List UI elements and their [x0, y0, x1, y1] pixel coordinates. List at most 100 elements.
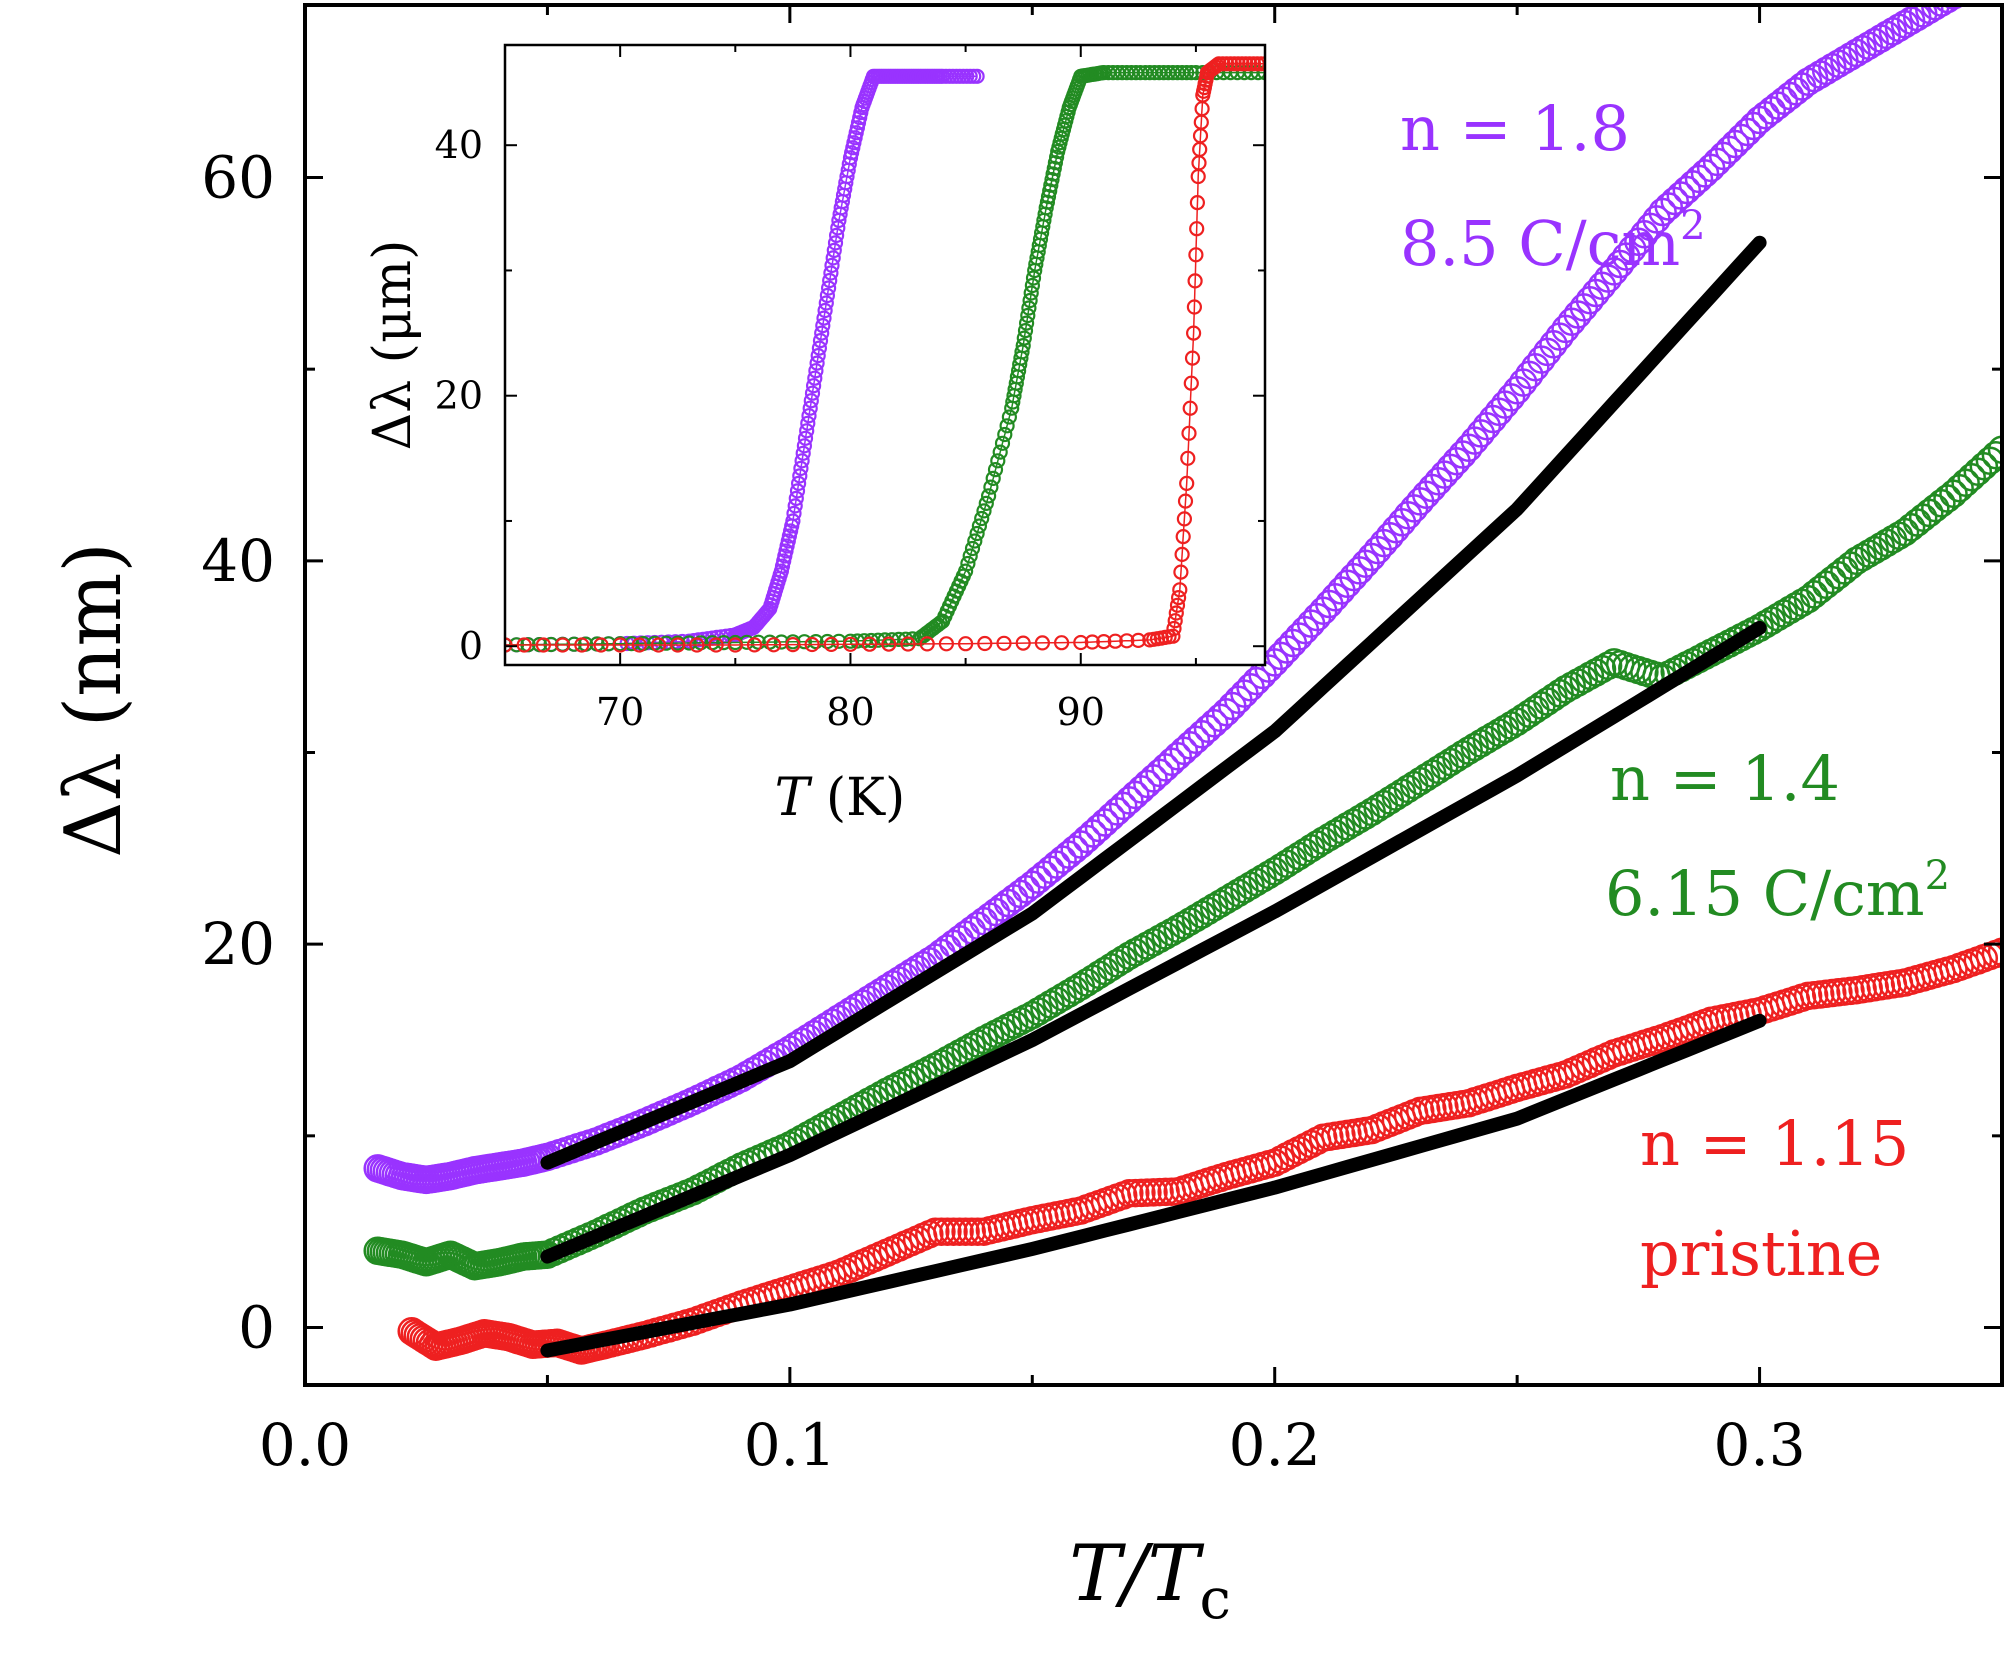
main-series-2-point	[927, 1217, 956, 1246]
inset-series-0-point	[810, 348, 826, 364]
annotation-n-purple: n = 1.8	[1400, 92, 1630, 165]
inset-series-1-point	[1018, 315, 1035, 331]
inset-series-2-point	[1189, 221, 1205, 237]
inset-series-2-point	[804, 636, 820, 653]
inset-series-1-point	[1257, 65, 1265, 81]
inset-series-0-point	[822, 272, 838, 289]
inset-series-0-point	[787, 498, 803, 514]
inset-series-2-point	[535, 637, 552, 653]
inset-series-1-point	[1047, 155, 1064, 171]
inset-series-0-point	[841, 156, 857, 172]
inset-series-0-point	[794, 453, 810, 469]
inset-series-2-point	[1165, 628, 1181, 644]
inset-series-1-point	[566, 636, 582, 652]
inset-series-2-point	[1119, 633, 1135, 649]
inset-series-1-point	[1040, 189, 1057, 205]
annotation-n-green: n = 1.4	[1610, 742, 1840, 815]
inset-series-1-point	[819, 633, 836, 650]
inset-series-2-point	[1169, 597, 1186, 613]
inset-series-1-point	[658, 635, 674, 651]
inset-plot: 70 80 90 0 20 40 T (K) Δλ (μm)	[363, 43, 1267, 828]
inset-series-2-point	[650, 637, 667, 653]
inset-series-1-point	[808, 633, 824, 650]
inset-series-1-point	[971, 518, 988, 534]
inset-series-1-point	[1014, 344, 1030, 360]
annotation-green: n = 1.4 6.15 C/cm2	[1605, 742, 1950, 930]
inset-series-1-point	[1039, 194, 1056, 210]
inset-series-1-point	[992, 444, 1008, 460]
inset-series-0-point	[818, 295, 834, 311]
annotation-purple: n = 1.8 8.5 C/cm2	[1400, 92, 1706, 280]
inset-series-1-point	[999, 418, 1015, 434]
inset-series-1-point	[983, 479, 999, 495]
inset-series-0-point	[793, 460, 809, 476]
inset-series-1-point	[964, 540, 981, 557]
main-series-2-point	[1987, 937, 2002, 967]
inset-series-2-point	[842, 636, 859, 652]
annotation-n-red: n = 1.15	[1640, 1107, 1909, 1180]
inset-series-2-point	[746, 637, 763, 653]
inset-series-2-point	[1183, 375, 1199, 391]
inset-series-2-point	[1096, 633, 1112, 650]
main-series-2-point	[933, 1217, 962, 1246]
inset-series-0-point	[796, 438, 813, 454]
main-y-tick-label: 60	[201, 144, 275, 212]
inset-series-0-point	[816, 310, 832, 326]
inset-series-1-point	[985, 470, 1001, 486]
main-plot-frame	[303, 3, 2004, 1387]
inset-tick-layer: 70 80 90 0 20 40	[435, 45, 1265, 734]
inset-series-1-point	[974, 510, 990, 527]
inset-series-0-point	[815, 318, 831, 334]
main-series-1-point	[1981, 440, 2002, 470]
inset-series-1-point	[990, 453, 1006, 469]
inset-series-1-point	[1044, 172, 1060, 188]
inset-series-2-point	[1181, 425, 1197, 441]
inset-x-tick-label: 70	[596, 690, 644, 734]
inset-series-2-point	[1130, 632, 1146, 649]
inset-xlabel: T (K)	[775, 768, 906, 828]
inset-series-1-point	[1021, 300, 1037, 316]
inset-series-1-point	[750, 634, 766, 650]
inset-series-0-point	[792, 468, 808, 484]
inset-series-1-point	[962, 548, 978, 564]
inset-series-2-point	[516, 637, 532, 653]
inset-series-0-point	[824, 257, 840, 273]
inset-series-2-point	[1034, 635, 1051, 651]
inset-series-1-point	[969, 525, 985, 542]
inset-series-2-point	[1172, 582, 1188, 598]
inset-series-0-point	[969, 68, 985, 84]
inset-series-0-point	[827, 235, 844, 251]
inset-series-2-point	[1174, 546, 1190, 563]
inset-series-2-point	[670, 637, 686, 653]
inset-series-1-point	[1043, 177, 1059, 193]
inset-series-0-point	[802, 400, 818, 416]
inset-x-tick-label: 80	[826, 690, 874, 734]
inset-series-2-point	[574, 637, 590, 653]
inset-series-0-point	[788, 490, 804, 506]
main-fit-line-4	[540, 620, 1767, 1264]
inset-y-tick-label: 20	[435, 374, 483, 418]
inset-series-1-point	[1016, 330, 1032, 346]
inset-series-2-point	[861, 636, 878, 652]
inset-series-1-point	[1025, 270, 1042, 286]
main-series-2-point	[957, 1217, 986, 1246]
inset-series-1-point	[1015, 338, 1031, 354]
inset-series-2-point	[1188, 247, 1204, 263]
inset-series-1-point	[1017, 323, 1034, 339]
inset-series-1-point	[1046, 160, 1062, 176]
inset-series-0-point	[819, 287, 836, 304]
annotation-dose-purple-text: 8.5 C/cm	[1400, 207, 1680, 280]
main-series-1-point	[1987, 435, 2002, 464]
inset-series-2-point	[1187, 273, 1203, 289]
inset-series-2-point	[1015, 635, 1031, 651]
inset-series-2-point	[1185, 325, 1202, 341]
inset-series-1-point	[980, 488, 997, 504]
annotation-dose-green-text: 6.15 C/cm	[1605, 857, 1925, 930]
inset-series-2-point	[823, 636, 839, 653]
inset-series-1-point	[976, 503, 992, 519]
inset-series-2-point	[1179, 475, 1195, 491]
inset-y-tick-label: 40	[435, 123, 483, 167]
inset-series-2-point	[1184, 350, 1201, 366]
inset-series-1-point	[624, 635, 640, 652]
inset-series-0-point	[817, 302, 833, 319]
